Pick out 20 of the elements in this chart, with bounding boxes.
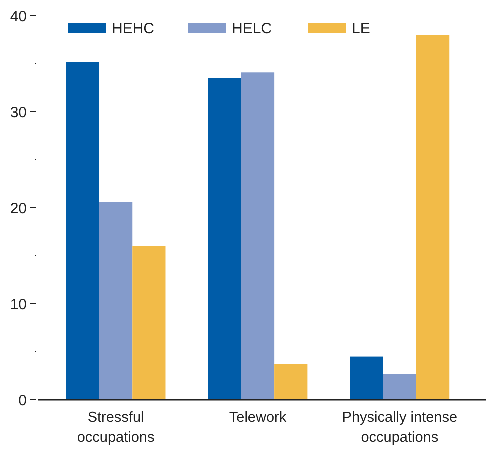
legend-label: HELC: [232, 20, 272, 38]
legend-label: LE: [352, 20, 370, 38]
y-tick-label: 10: [10, 296, 27, 314]
x-tick-label: Physically intense occupations: [342, 410, 458, 446]
bar: [132, 246, 166, 400]
bar: [416, 35, 450, 400]
bar: [241, 72, 275, 400]
y-tick-label: 0: [18, 392, 27, 410]
bar: [208, 78, 242, 400]
bar: [100, 202, 133, 400]
y-tick-label: 30: [10, 104, 27, 122]
bar: [383, 374, 416, 400]
y-tick-label: 20: [10, 200, 27, 218]
bar: [274, 364, 308, 400]
y-tick-label: 40: [10, 8, 27, 26]
x-tick-label: Stressful occupations: [77, 410, 155, 446]
bar: [66, 62, 100, 400]
legend-label: HEHC: [112, 20, 155, 38]
x-tick-label: Telework: [229, 410, 288, 426]
bar: [350, 356, 384, 400]
